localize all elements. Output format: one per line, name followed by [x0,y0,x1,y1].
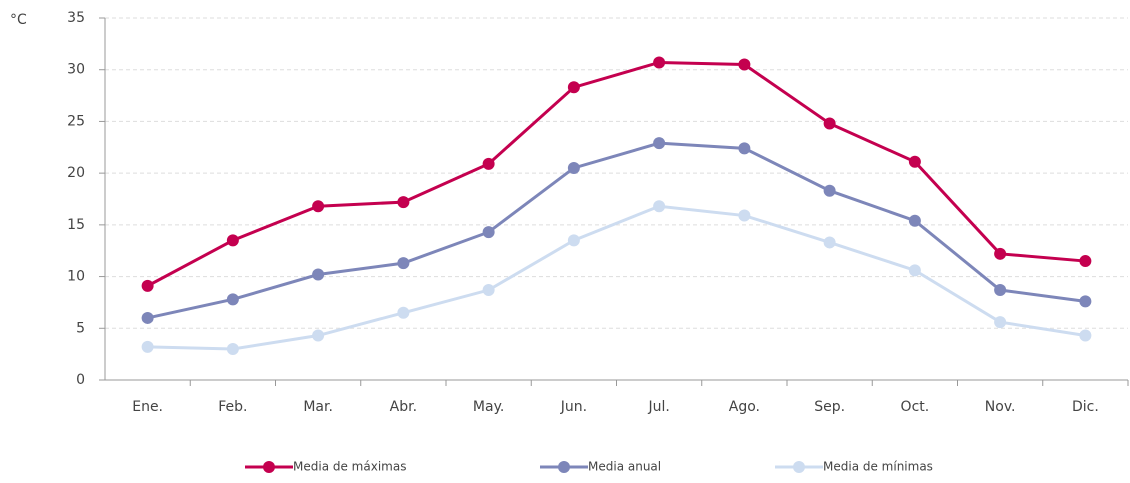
data-point [567,81,580,94]
legend-dot [263,461,275,473]
data-point [141,340,154,353]
series-line [146,60,1086,288]
legend-label: Media de máximas [293,460,406,474]
y-tick-label: 5 [76,320,85,336]
x-tick-label: Nov. [985,399,1016,415]
data-point [908,155,921,168]
x-tick-label: Oct. [901,399,930,415]
data-point [482,284,495,297]
data-point [738,209,751,222]
data-point [653,200,666,213]
legend-dot [793,461,805,473]
data-point [482,157,495,170]
x-tick-label: Ene. [132,399,163,415]
data-point [397,196,410,209]
data-point [908,264,921,277]
data-point [1079,255,1092,268]
y-tick-label: 30 [67,62,85,78]
data-point [567,161,580,174]
x-tick-label: Sep. [814,399,845,415]
x-tick-label: Feb. [218,399,247,415]
data-point [567,234,580,247]
data-point [226,234,239,247]
data-point [653,56,666,69]
data-point [397,257,410,270]
data-point [312,268,325,281]
data-point [823,117,836,130]
x-tick-label: Jun. [560,399,587,415]
data-point [312,329,325,342]
data-point [908,214,921,227]
y-tick-label: 20 [67,165,85,181]
y-tick-label: 0 [76,372,85,388]
legend-dot [558,461,570,473]
y-tick-label: 35 [67,10,85,26]
legend-label: Media de mínimas [823,460,933,474]
data-point [653,137,666,150]
data-point [1079,295,1092,308]
y-tick-label: 10 [67,269,85,285]
x-tick-label: Abr. [390,399,417,415]
data-point [226,342,239,355]
data-point [738,58,751,71]
data-point [994,247,1007,260]
data-point [226,293,239,306]
series-line [147,141,1086,320]
data-point [312,200,325,213]
y-tick-label: 15 [67,217,85,233]
data-point [738,142,751,155]
unit-label: °C [10,12,27,28]
data-point [397,306,410,319]
x-tick-label: Ago. [729,399,760,415]
x-tick-label: Dic. [1072,399,1099,415]
data-point [823,184,836,197]
legend-label: Media anual [588,460,661,474]
data-point [1079,329,1092,342]
data-point [994,284,1007,297]
data-point [994,316,1007,329]
y-tick-label: 25 [67,113,85,129]
x-tick-label: May. [473,399,504,415]
x-tick-label: Jul. [647,399,669,415]
data-point [141,311,154,324]
data-point [823,236,836,249]
data-point [141,279,154,292]
series-line [147,204,1086,351]
x-tick-label: Mar. [303,399,333,415]
data-point [482,226,495,239]
